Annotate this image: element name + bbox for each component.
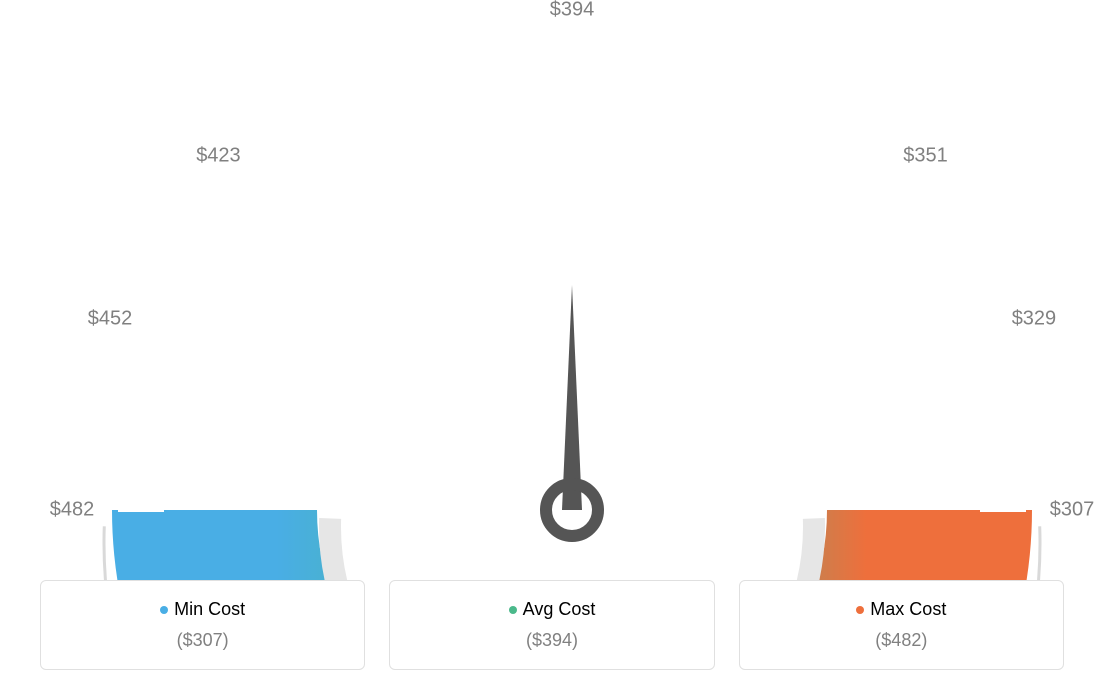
gauge-tick-label: $351: [903, 145, 948, 168]
gauge-tick-label: $394: [550, 0, 595, 22]
legend-card-avg: Avg Cost ($394): [389, 580, 714, 670]
gauge-svg: [20, 20, 1104, 580]
legend-label-min: Min Cost: [51, 599, 354, 620]
legend-label-min-text: Min Cost: [174, 599, 245, 619]
gauge-tick-label: $307: [1050, 499, 1095, 522]
legend-row: Min Cost ($307) Avg Cost ($394) Max Cost…: [20, 580, 1084, 670]
dot-icon: [160, 606, 168, 614]
legend-card-max: Max Cost ($482): [739, 580, 1064, 670]
gauge-tick-label: $329: [1012, 307, 1057, 330]
dot-icon: [509, 606, 517, 614]
gauge-tick-label: $482: [50, 499, 95, 522]
legend-label-avg: Avg Cost: [400, 599, 703, 620]
legend-card-min: Min Cost ($307): [40, 580, 365, 670]
legend-label-avg-text: Avg Cost: [523, 599, 596, 619]
legend-value-avg: ($394): [400, 630, 703, 651]
legend-value-min: ($307): [51, 630, 354, 651]
dot-icon: [856, 606, 864, 614]
legend-value-max: ($482): [750, 630, 1053, 651]
legend-label-max-text: Max Cost: [870, 599, 946, 619]
gauge-tick-label: $423: [196, 145, 241, 168]
legend-label-max: Max Cost: [750, 599, 1053, 620]
gauge-chart: $307$329$351$394$423$452$482: [20, 20, 1084, 580]
gauge-tick-label: $452: [88, 307, 133, 330]
